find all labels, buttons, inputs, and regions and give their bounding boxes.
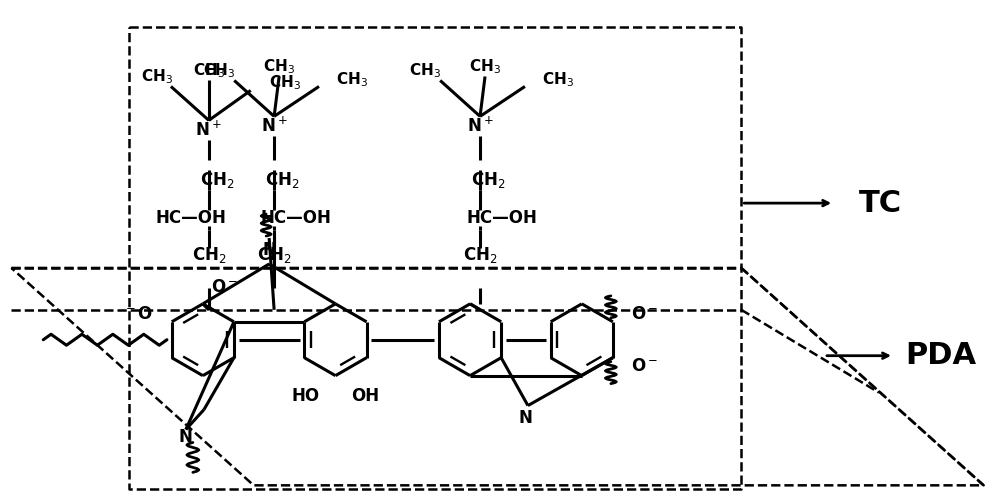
Text: CH$_2$: CH$_2$ bbox=[265, 170, 299, 190]
Text: CH$_3$: CH$_3$ bbox=[193, 61, 225, 80]
Text: CH$_3$: CH$_3$ bbox=[141, 67, 173, 86]
Text: O$^-$: O$^-$ bbox=[631, 357, 658, 374]
Text: CH$_2$: CH$_2$ bbox=[200, 170, 234, 190]
Text: $^-$O: $^-$O bbox=[123, 305, 154, 323]
Text: O$^-$: O$^-$ bbox=[211, 278, 238, 296]
Text: CH$_2$: CH$_2$ bbox=[471, 170, 505, 190]
Text: N: N bbox=[262, 241, 276, 259]
Text: N: N bbox=[179, 428, 193, 447]
Text: HC—OH: HC—OH bbox=[261, 209, 332, 227]
Text: N$^+$: N$^+$ bbox=[261, 117, 288, 136]
Text: CH$_3$: CH$_3$ bbox=[469, 57, 501, 76]
Text: PDA: PDA bbox=[905, 341, 976, 370]
Text: OH: OH bbox=[351, 386, 379, 404]
Text: CH$_2$: CH$_2$ bbox=[257, 245, 291, 265]
Text: O$^-$: O$^-$ bbox=[631, 305, 658, 323]
Text: CH$_2$: CH$_2$ bbox=[192, 245, 226, 265]
Text: N: N bbox=[519, 408, 533, 426]
Text: CH$_3$: CH$_3$ bbox=[336, 70, 368, 89]
Text: N$^+$: N$^+$ bbox=[195, 121, 222, 140]
Text: TC: TC bbox=[859, 189, 902, 218]
Text: HC—OH: HC—OH bbox=[467, 209, 537, 227]
Text: CH$_2$: CH$_2$ bbox=[463, 245, 497, 265]
Text: CH$_3$: CH$_3$ bbox=[269, 73, 301, 92]
Text: CH$_3$: CH$_3$ bbox=[409, 61, 441, 80]
Text: HC—OH: HC—OH bbox=[155, 209, 226, 227]
Text: HO: HO bbox=[291, 386, 320, 404]
Text: CH$_3$: CH$_3$ bbox=[542, 70, 574, 89]
Text: N$^+$: N$^+$ bbox=[467, 117, 493, 136]
Text: CH$_3$: CH$_3$ bbox=[263, 57, 295, 76]
Text: CH$_3$: CH$_3$ bbox=[203, 61, 235, 80]
